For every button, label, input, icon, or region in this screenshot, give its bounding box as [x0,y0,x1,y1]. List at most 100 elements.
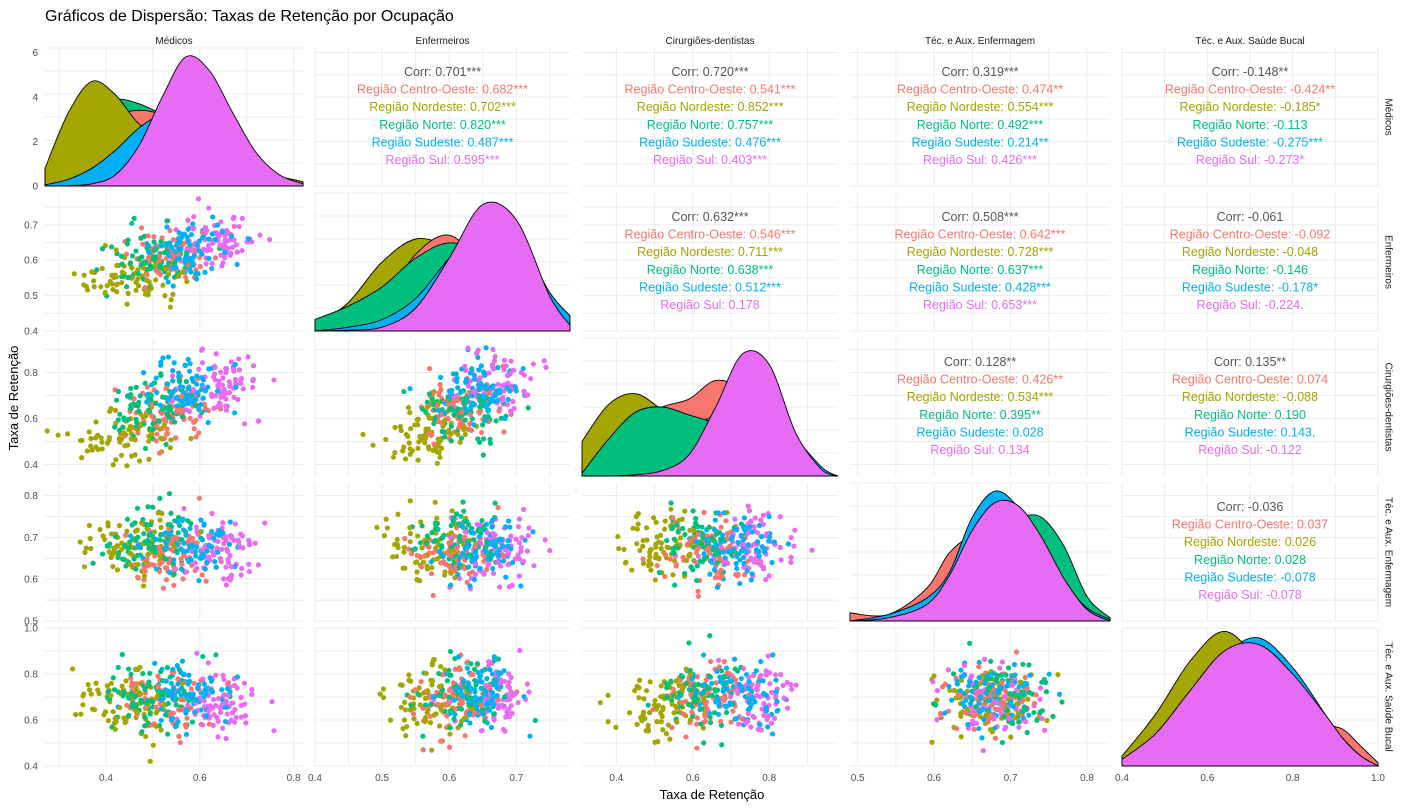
point-regiao-sul [224,711,230,717]
point-regiao-sudeste [204,548,210,554]
point-regiao-centro-oeste [717,555,723,562]
point-regiao-nordeste [132,436,138,442]
point-regiao-centro-oeste [501,429,507,435]
point-regiao-norte [156,418,162,424]
point-regiao-sul [510,398,516,405]
point-regiao-norte [426,391,432,397]
point-regiao-norte [118,253,125,259]
point-regiao-centro-oeste [142,568,148,574]
point-regiao-nordeste [161,701,167,708]
point-regiao-sudeste [749,695,756,701]
point-regiao-nordeste [644,525,650,531]
point-regiao-centro-oeste [185,538,192,544]
point-regiao-nordeste [635,521,641,527]
point-regiao-sul [246,561,252,567]
point-regiao-sudeste [489,517,496,523]
point-regiao-norte [94,267,100,273]
point-regiao-norte [133,248,139,254]
corr-regiao-centro-oeste: Região Centro-Oeste: 0.037 [1172,518,1328,532]
point-regiao-norte [690,508,696,514]
point-regiao-sudeste [502,524,509,530]
point-regiao-sul [451,395,457,401]
point-regiao-norte [177,377,183,383]
point-regiao-sudeste [480,711,486,717]
point-regiao-nordeste [70,666,76,672]
point-regiao-sudeste [200,234,206,241]
scatter-panel-2-1 [360,345,549,466]
panel-0-1 [314,48,570,187]
point-regiao-sul [228,564,235,570]
corr-regiao-sul: Região Sul: 0.426*** [923,153,1037,167]
point-regiao-nordeste [418,519,424,525]
point-regiao-norte [445,694,452,700]
point-regiao-norte [139,254,145,260]
point-regiao-centro-oeste [145,233,151,239]
point-regiao-sudeste [158,697,164,703]
point-regiao-nordeste [179,680,185,686]
panel-3-4 [1121,483,1379,622]
point-regiao-nordeste [636,695,642,701]
point-regiao-sul [961,662,967,668]
point-regiao-nordeste [377,691,383,697]
point-regiao-sudeste [491,702,497,708]
point-regiao-sudeste [734,566,740,572]
point-regiao-nordeste [687,527,693,533]
point-regiao-nordeste [104,440,111,446]
point-regiao-nordeste [434,556,440,562]
point-regiao-norte [119,651,125,658]
column-strip-medicos: Médicos [155,36,192,47]
point-regiao-sul [184,246,190,252]
point-regiao-nordeste [147,758,153,764]
point-regiao-sudeste [475,669,481,676]
point-regiao-sudeste [700,652,707,658]
point-regiao-norte [998,672,1005,678]
point-regiao-norte [125,274,132,281]
point-regiao-norte [115,388,122,395]
point-regiao-centro-oeste [166,526,172,532]
point-regiao-nordeste [448,530,454,536]
point-regiao-sudeste [756,522,763,529]
point-regiao-nordeste [158,435,164,441]
point-regiao-sudeste [436,549,443,555]
point-regiao-centro-oeste [428,571,435,577]
point-regiao-sudeste [185,356,191,363]
point-regiao-nordeste [161,422,167,428]
point-regiao-sudeste [198,401,204,408]
point-regiao-nordeste [80,702,86,708]
point-regiao-sudeste [174,256,181,262]
point-regiao-nordeste [86,429,92,435]
point-regiao-sul [763,672,769,678]
point-regiao-nordeste [140,265,146,271]
point-regiao-nordeste [111,549,117,555]
point-regiao-norte [419,523,425,529]
point-regiao-norte [424,399,430,405]
point-regiao-sudeste [176,236,182,242]
corr-regiao-centro-oeste: Região Centro-Oeste: -0.092 [1170,228,1331,242]
row-strip-tec-e-aux-saude-bucal: Téc. e Aux. Saúde Bucal [1382,642,1393,752]
point-regiao-sul [203,261,209,267]
point-regiao-sudeste [194,270,200,276]
point-regiao-nordeste [151,529,158,535]
point-regiao-norte [718,668,725,674]
point-regiao-sudeste [976,659,982,665]
point-regiao-sudeste [137,544,143,551]
point-regiao-nordeste [437,454,443,460]
point-regiao-sul [220,725,226,731]
point-regiao-norte [166,490,173,497]
point-regiao-norte [133,384,139,390]
corr-regiao-norte: Região Norte: 0.190 [1194,408,1306,422]
point-regiao-nordeste [153,723,159,730]
point-regiao-sudeste [205,419,211,426]
point-regiao-sudeste [984,673,991,679]
point-regiao-norte [685,701,692,708]
point-regiao-sul [228,359,234,365]
x-tick-label: 0.6 [1200,773,1214,784]
point-regiao-sul [750,713,756,719]
point-regiao-sul [781,695,787,701]
point-regiao-centro-oeste [410,711,417,717]
point-regiao-centro-oeste [1013,649,1020,655]
point-regiao-norte [120,424,126,431]
point-regiao-nordeste [83,283,89,289]
point-regiao-norte [462,417,468,423]
point-regiao-centro-oeste [194,540,200,546]
